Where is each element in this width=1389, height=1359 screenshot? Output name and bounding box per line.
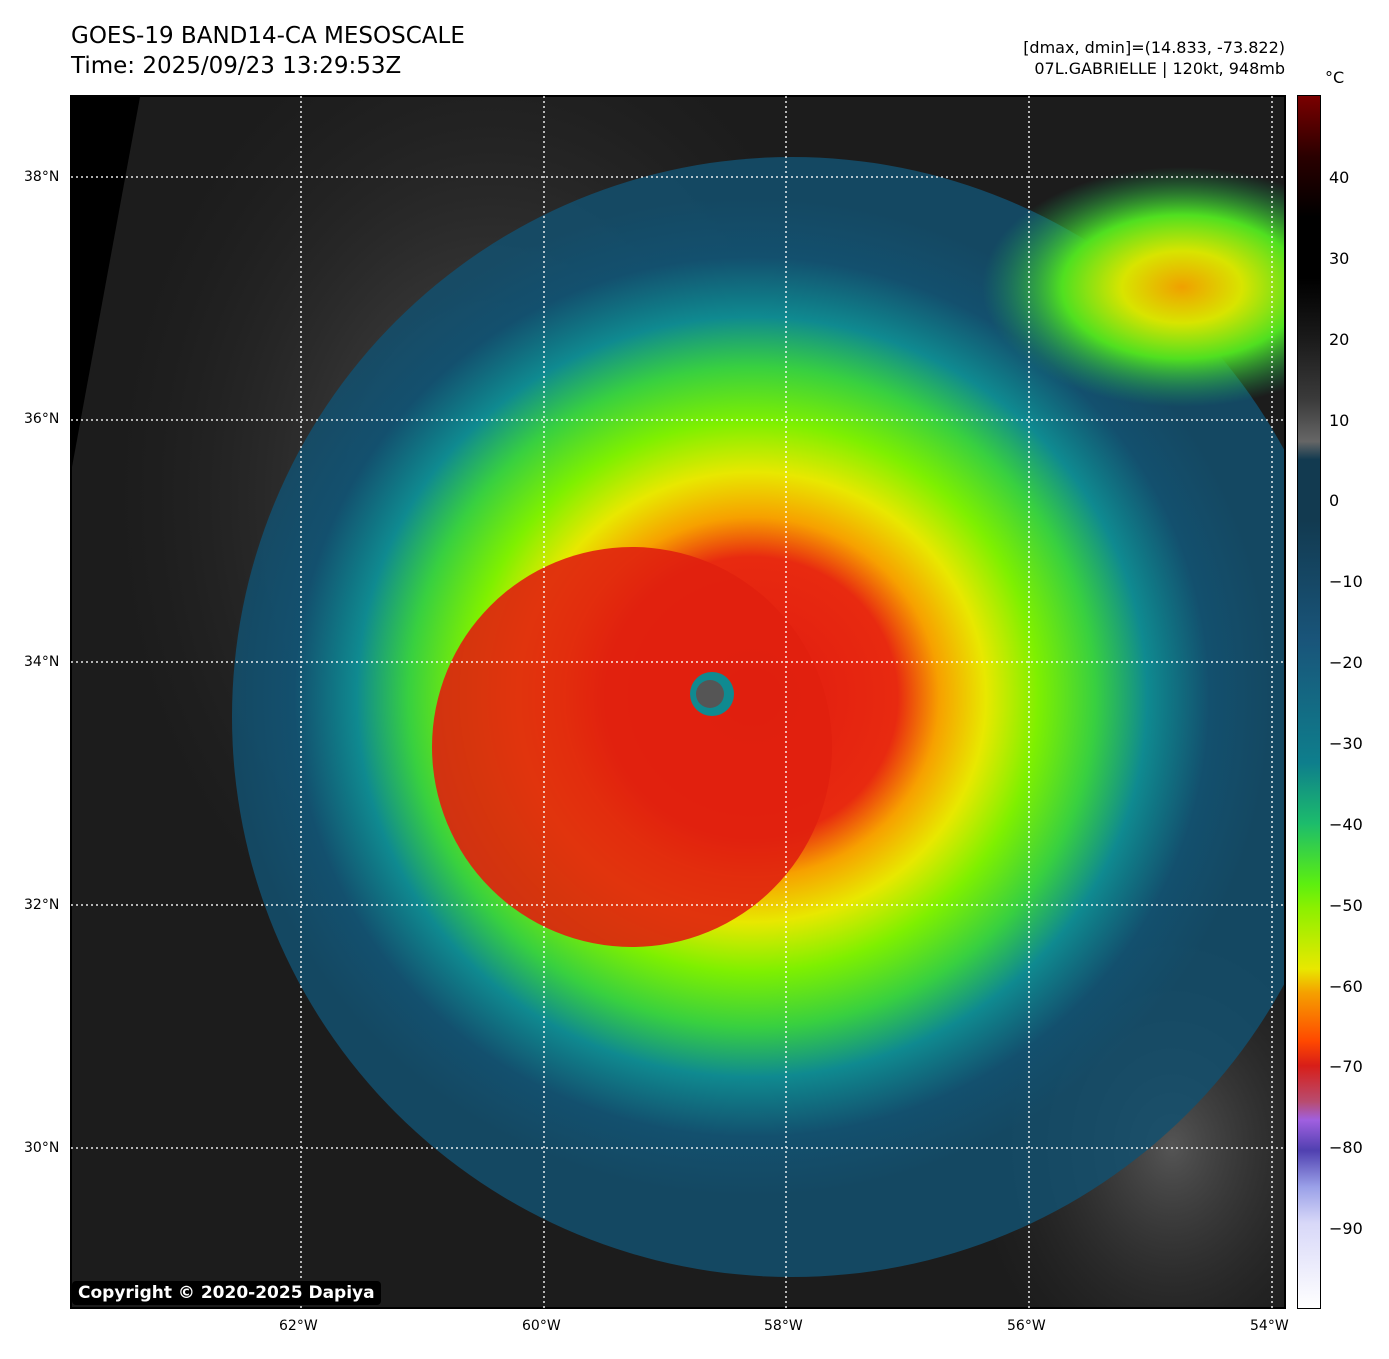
colorbar-unit: °C [1325, 68, 1345, 87]
colorbar-tick: −80 [1329, 1138, 1363, 1158]
colorbar-tick: 40 [1329, 168, 1350, 187]
lat-tick: 38°N [24, 169, 60, 185]
time-label: Time: 2025/09/23 13:29:53Z [71, 53, 402, 79]
colorbar-tick: −70 [1329, 1057, 1363, 1077]
lat-tick: 32°N [24, 897, 60, 913]
copyright-label: Copyright © 2020-2025 Dapiya [72, 1281, 381, 1305]
colorbar-tick: 30 [1329, 248, 1350, 268]
lon-tick: 58°W [764, 1318, 803, 1334]
colorbar-tick: −20 [1329, 653, 1363, 673]
colorbar-tick: −30 [1329, 733, 1363, 753]
colorbar-tick: −90 [1329, 1219, 1363, 1239]
lat-tick: 36°N [24, 411, 60, 427]
colorbar-tick: 0 [1329, 491, 1340, 511]
lon-tick: 60°W [522, 1318, 561, 1334]
range-label: [dmax, dmin]=(14.833, -73.822) [1023, 38, 1285, 57]
lon-tick: 56°W [1007, 1318, 1046, 1334]
colorbar-tick: −60 [1329, 976, 1363, 996]
chart-title: GOES-19 BAND14-CA MESOSCALE [71, 23, 465, 49]
lat-tick: 30°N [24, 1140, 60, 1156]
lat-tick: 34°N [24, 654, 60, 670]
colorbar-tick: −10 [1329, 572, 1363, 592]
colorbar-tick: 10 [1329, 410, 1350, 430]
lon-tick: 62°W [279, 1318, 318, 1334]
storm-label: 07L.GABRIELLE | 120kt, 948mb [1034, 59, 1285, 78]
satellite-image [70, 95, 1286, 1309]
colorbar [1297, 95, 1321, 1309]
colorbar-tick: 20 [1329, 329, 1350, 349]
colorbar-tick: −50 [1329, 895, 1363, 915]
colorbar-tick: −40 [1329, 814, 1363, 834]
lon-tick: 54°W [1250, 1318, 1289, 1334]
